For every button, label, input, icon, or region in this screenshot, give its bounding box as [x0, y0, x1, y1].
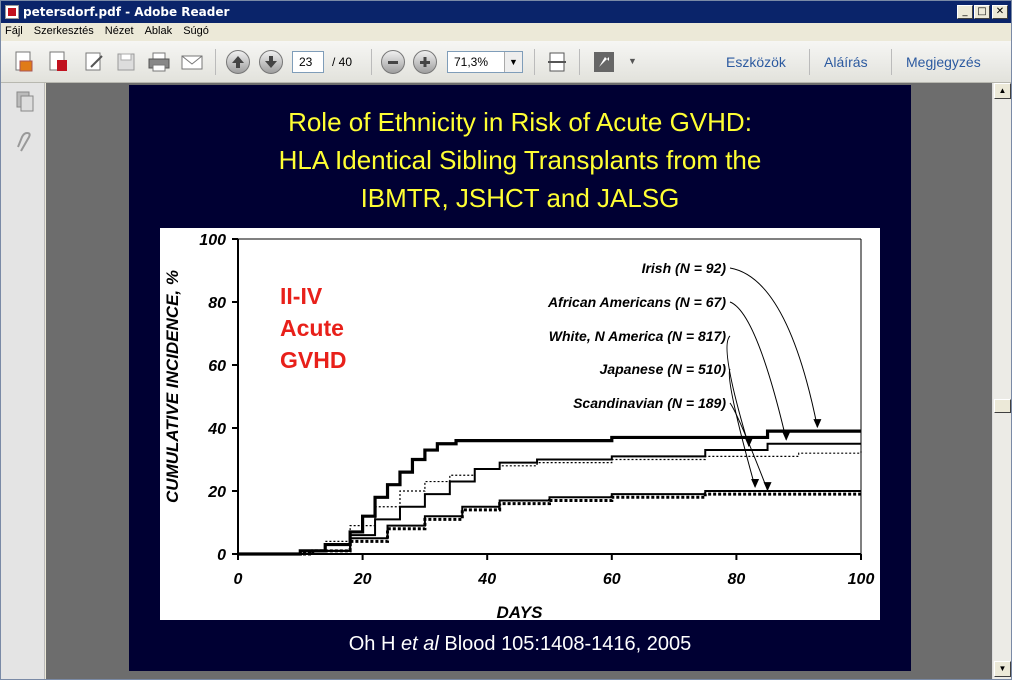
arrow-head	[782, 431, 791, 441]
toolbar-separator	[371, 49, 372, 75]
chevron-down-icon[interactable]: ▼	[504, 52, 522, 72]
scroll-thumb[interactable]	[994, 399, 1011, 413]
citation-journal: Blood 105:1408-1416, 2005	[438, 633, 692, 655]
vertical-scrollbar[interactable]: ▲ ▼	[992, 83, 1011, 679]
toolbar-separator	[891, 49, 892, 75]
arrow-head	[751, 479, 760, 488]
series-label-arrow	[729, 301, 787, 440]
close-button[interactable]: ✕	[992, 5, 1008, 19]
y-tick-label: 40	[207, 421, 226, 438]
print-icon[interactable]	[146, 49, 172, 75]
series-label: Irish (N = 92)	[642, 260, 727, 276]
x-axis-label: DAYS	[497, 603, 544, 620]
series-label: Scandinavian (N = 189)	[573, 395, 726, 411]
gvhd-incidence-chart: 0 20 40 60 80 100 0 20 40 60 80 100 DAYS CUMULATIVE I…	[160, 228, 880, 622]
toolbar-separator	[534, 49, 535, 75]
slide-citation: Oh H et al Blood 105:1408-1416, 2005	[129, 633, 911, 656]
sign-link[interactable]: Aláírás	[824, 54, 868, 70]
menu-help[interactable]: Súgó	[183, 25, 209, 37]
menu-edit[interactable]: Szerkesztés	[33, 25, 94, 37]
arrow-head	[763, 482, 772, 492]
zoom-select[interactable]: 71,3% ▼	[447, 51, 523, 73]
maximize-button[interactable]: □	[974, 5, 990, 19]
tools-link[interactable]: Eszközök	[726, 54, 786, 70]
zoom-value: 71,3%	[454, 55, 489, 69]
y-tick-label: 80	[208, 295, 226, 312]
series-label-arrow	[728, 368, 756, 488]
x-tick-label: 60	[603, 571, 621, 588]
series-label: White, N America (N = 817)	[549, 328, 727, 344]
create-pdf-icon[interactable]	[11, 49, 37, 75]
scroll-up-button[interactable]: ▲	[994, 83, 1011, 99]
menu-window[interactable]: Ablak	[144, 25, 173, 37]
pdf-app-icon	[5, 5, 19, 19]
toolbar: 23 / 40 71,3% ▼ ▼ Eszközök Aláírás Megje…	[1, 41, 1011, 83]
x-tick-label: 0	[234, 571, 243, 588]
y-tick-label: 100	[199, 232, 226, 249]
toolbar-separator	[579, 49, 580, 75]
series-line-2	[238, 450, 862, 555]
series-label: Japanese (N = 510)	[600, 361, 727, 377]
zoom-out-button[interactable]	[381, 50, 405, 74]
x-tick-label: 40	[477, 571, 496, 588]
gvhd-inset-label: GVHD	[280, 347, 346, 373]
y-tick-label: 60	[208, 358, 226, 375]
title-bar[interactable]: petersdorf.pdf - Adobe Reader _ □ ✕	[1, 1, 1011, 23]
menu-view[interactable]: Nézet	[104, 25, 134, 37]
attachments-paperclip-icon[interactable]	[15, 131, 35, 160]
fit-page-icon[interactable]	[544, 49, 570, 75]
slide-title-line: IBMTR, JSHCT and JALSG	[360, 183, 680, 213]
series-line-1	[238, 442, 861, 555]
toolbar-options-chevron-icon[interactable]: ▼	[628, 56, 637, 66]
email-icon[interactable]	[179, 49, 205, 75]
menu-file[interactable]: Fájl	[5, 25, 23, 37]
series-label-arrow	[726, 335, 750, 447]
series-line-4	[238, 492, 861, 556]
minimize-button[interactable]: _	[957, 5, 973, 19]
series-label-arrow	[729, 267, 818, 428]
zoom-in-button[interactable]	[413, 50, 437, 74]
navigation-panel	[1, 83, 45, 679]
gvhd-inset-label: II-IV	[280, 283, 323, 309]
slide-title-line: Role of Ethnicity in Risk of Acute GVHD:	[288, 107, 752, 137]
slide-title-line: HLA Identical Sibling Transplants from t…	[278, 145, 762, 175]
prev-page-button[interactable]	[226, 50, 250, 74]
page-total: / 40	[332, 55, 353, 69]
y-axis-label: CUMULATIVE INCIDENCE, %	[163, 270, 182, 503]
arrow-head	[813, 419, 822, 429]
gvhd-inset-label: Acute	[280, 315, 344, 341]
comment-link[interactable]: Megjegyzés	[906, 54, 981, 70]
x-tick-label: 20	[353, 571, 372, 588]
y-tick-label: 20	[207, 484, 226, 501]
x-tick-label: 80	[728, 571, 746, 588]
page-number-input[interactable]: 23	[292, 51, 324, 73]
citation-authors: Oh H	[348, 633, 401, 655]
page-thumbnails-icon[interactable]	[15, 91, 35, 116]
next-page-button[interactable]	[259, 50, 283, 74]
series-label: African Americans (N = 67)	[547, 294, 726, 310]
toolbar-separator	[215, 49, 216, 75]
x-tick-label: 100	[848, 571, 875, 588]
fullscreen-icon[interactable]	[591, 49, 617, 75]
toolbar-separator	[809, 49, 810, 75]
pdf-slide-page: Role of Ethnicity in Risk of Acute GVHD:…	[129, 85, 911, 671]
y-tick-label: 0	[217, 547, 226, 564]
window-title: petersdorf.pdf - Adobe Reader	[23, 5, 230, 19]
menu-bar: Fájl Szerkesztés Nézet Ablak Súgó	[1, 23, 1011, 41]
edit-icon[interactable]	[81, 49, 107, 75]
series-label-arrow	[729, 402, 769, 491]
citation-et-al: et al	[400, 633, 439, 655]
save-icon[interactable]	[113, 49, 139, 75]
slide-title: Role of Ethnicity in Risk of Acute GVHD:…	[129, 103, 911, 217]
chart-svg: 0 20 40 60 80 100 0 20 40 60 80 100 DAYS CUMULATIVE I…	[163, 232, 875, 622]
combine-pdf-icon[interactable]	[45, 49, 71, 75]
scroll-down-button[interactable]: ▼	[994, 661, 1011, 677]
